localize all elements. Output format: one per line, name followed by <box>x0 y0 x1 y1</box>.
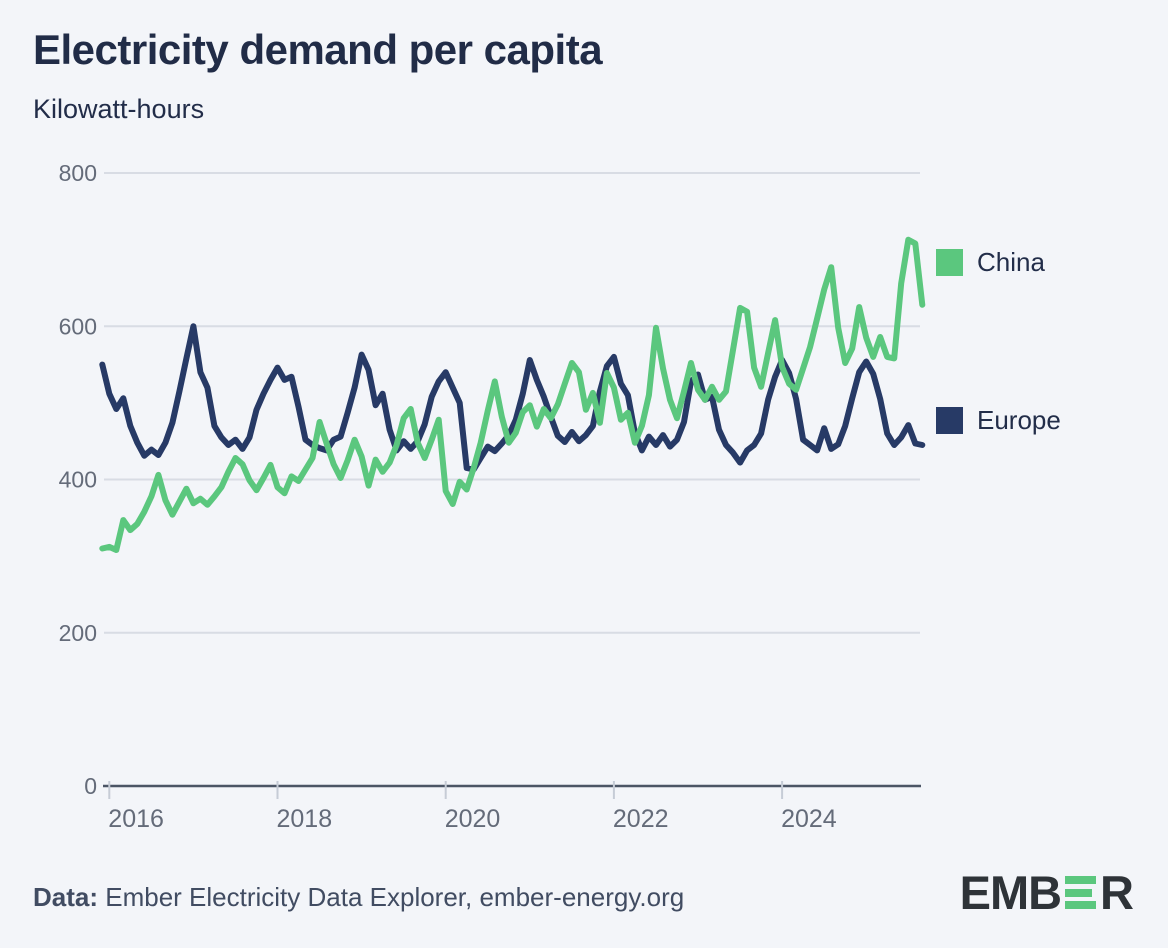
x-tick-label: 2018 <box>277 805 333 833</box>
y-tick-label: 400 <box>59 467 97 493</box>
y-tick-label: 0 <box>84 773 97 799</box>
legend-label-europe: Europe <box>977 405 1061 435</box>
data-source-label: Data: <box>33 882 99 912</box>
ember-logo-e-icon <box>1065 875 1097 909</box>
legend-label-china: China <box>977 247 1045 277</box>
china-swatch <box>936 249 963 276</box>
europe-swatch <box>936 407 963 434</box>
x-tick-label: 2020 <box>445 805 501 833</box>
chart-subtitle: Kilowatt-hours <box>33 94 205 124</box>
ember-logo-left: EMB <box>959 865 1062 919</box>
x-tick-label: 2016 <box>108 805 164 833</box>
ember-logo-right: R <box>1100 865 1134 919</box>
x-tick-label: 2024 <box>781 805 837 833</box>
legend-item-china: China <box>936 247 1045 278</box>
series-line-europe <box>99 323 926 473</box>
y-tick-label: 600 <box>59 313 97 339</box>
series-line-china <box>99 236 926 553</box>
data-source-text: Ember Electricity Data Explorer, ember-e… <box>98 882 685 912</box>
y-tick-label: 200 <box>59 620 97 646</box>
y-tick-label: 800 <box>59 160 97 186</box>
legend-item-europe: Europe <box>936 405 1061 436</box>
page-title: Electricity demand per capita <box>33 26 603 73</box>
x-tick-label: 2022 <box>613 805 669 833</box>
ember-logo: EMB R <box>960 866 1134 919</box>
data-source: Data: Ember Electricity Data Explorer, e… <box>33 882 684 913</box>
